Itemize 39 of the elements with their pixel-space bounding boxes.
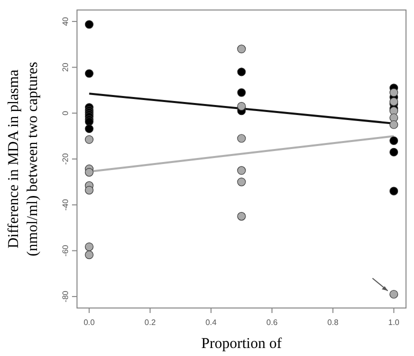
y-axis-title: Difference in MDA in plasma (nmol/ml) between two captures [6, 62, 41, 256]
y-tick-label: -40 [61, 198, 70, 211]
point [84, 135, 94, 144]
point [237, 102, 246, 111]
point [84, 242, 94, 252]
point [84, 168, 94, 177]
y-tick-label: -20 [61, 152, 70, 165]
point [84, 20, 94, 29]
point [390, 136, 398, 145]
point [390, 290, 398, 299]
y-tick-label: 20 [61, 62, 70, 72]
point [390, 120, 398, 129]
point [237, 178, 246, 186]
y-tick-label: -80 [61, 290, 70, 302]
y-tick-label: 40 [61, 16, 70, 26]
x-tick-label: 1.0 [388, 318, 400, 327]
point [84, 250, 94, 260]
point [390, 186, 398, 196]
y-tick-label: 0 [61, 110, 70, 116]
point [237, 68, 246, 76]
point [84, 69, 94, 78]
point [390, 148, 398, 156]
point [84, 124, 94, 134]
point [390, 88, 398, 97]
y-tick-label: -60 [61, 244, 70, 256]
point [237, 44, 246, 54]
point [237, 134, 246, 143]
point [390, 113, 398, 122]
x-tick-label: 0.8 [327, 318, 339, 327]
point [237, 166, 246, 175]
x-tick-label: 0.2 [144, 318, 156, 327]
x-tick-label: 0.0 [84, 318, 96, 327]
point [390, 97, 398, 106]
point [237, 88, 246, 97]
x-tick-label: 0.6 [266, 318, 278, 327]
point [237, 212, 246, 221]
x-tick-label: 0.4 [205, 318, 218, 327]
point [84, 186, 94, 194]
x-axis-title: Proportion of [201, 336, 282, 352]
